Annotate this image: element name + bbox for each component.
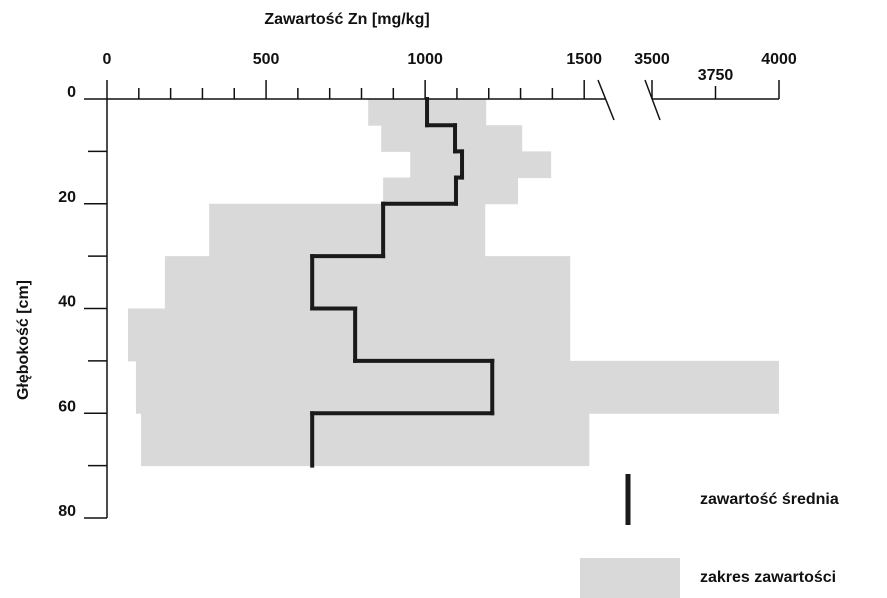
axis-break: [597, 79, 615, 121]
x-tick-label: 4000: [761, 51, 797, 68]
x-tick-label: 1500: [566, 51, 602, 68]
legend-label: zakres zawartości: [700, 569, 836, 586]
y-tick-label: 80: [58, 503, 76, 520]
x-tick-label: 3750: [698, 67, 734, 84]
chart-title: Zawartość Zn [mg/kg]: [264, 11, 429, 28]
y-tick-label: 20: [58, 189, 76, 206]
range-bar: [141, 413, 590, 467]
x-tick-label: 0: [103, 51, 112, 68]
x-tick-label: 500: [253, 51, 280, 68]
range-bar: [383, 177, 519, 205]
x-tick-label: 3500: [634, 51, 670, 68]
range-bar: [135, 360, 780, 414]
legend-label: zawartość średnia: [700, 491, 839, 508]
legend-swatch: [580, 558, 680, 598]
range-bar: [209, 203, 486, 257]
range-bar: [410, 151, 552, 179]
y-tick-label: 60: [58, 398, 76, 415]
y-tick-label: 0: [67, 84, 76, 101]
axis-break: [644, 79, 661, 121]
y-tick-label: 40: [58, 294, 76, 311]
range-bar: [164, 256, 571, 309]
y-axis-label: Głębokość [cm]: [15, 280, 32, 400]
x-tick-label: 1000: [407, 51, 443, 68]
range-bar: [381, 125, 523, 152]
range-bar: [127, 308, 571, 362]
